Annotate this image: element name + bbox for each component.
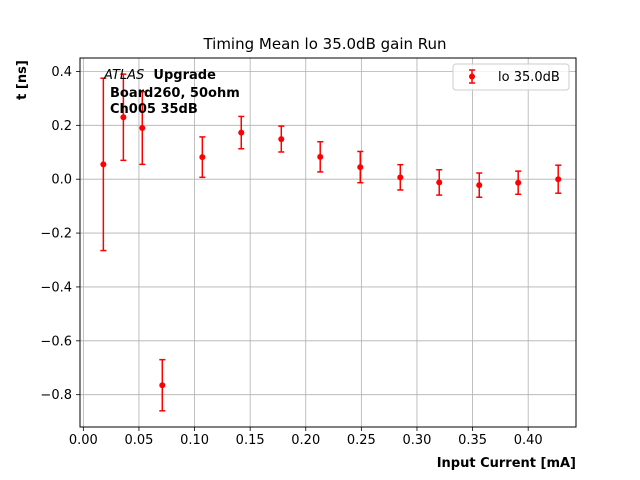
- data-point: [476, 172, 483, 199]
- annotation-atlas: ATLAS: [103, 68, 144, 83]
- annotation-channel: Ch005 35dB: [110, 102, 198, 117]
- data-marker: [317, 153, 324, 160]
- data-marker: [238, 129, 245, 136]
- data-point: [278, 125, 285, 153]
- svg-text:ATLAS Upgrade: ATLAS Upgrade: [103, 68, 216, 83]
- y-tick-label: −0.4: [40, 280, 72, 295]
- data-point: [159, 358, 166, 412]
- x-tick-label: 0.30: [402, 433, 431, 448]
- data-marker: [515, 179, 522, 186]
- legend-marker: [469, 69, 475, 84]
- y-tick-label: 0.4: [51, 65, 72, 80]
- grid: [80, 58, 576, 427]
- data-point: [397, 163, 404, 191]
- data-marker: [100, 161, 107, 168]
- data-point: [515, 170, 522, 196]
- data-marker: [120, 114, 127, 121]
- y-tick-label: 0.0: [51, 173, 72, 188]
- data-marker: [139, 125, 146, 132]
- x-tick-label: 0.10: [180, 433, 209, 448]
- data-point: [139, 90, 146, 166]
- y-axis-label: t [ns]: [15, 60, 30, 100]
- data-marker: [159, 382, 166, 389]
- x-tick-label: 0.35: [458, 433, 487, 448]
- legend: lo 35.0dB: [452, 63, 570, 91]
- legend-box: [452, 63, 570, 91]
- x-tick-label: 0.15: [236, 433, 265, 448]
- data-marker: [555, 176, 562, 183]
- x-tick-label: 0.25: [347, 433, 376, 448]
- data-point: [199, 136, 206, 179]
- data-marker: [476, 182, 483, 189]
- data-marker: [199, 154, 206, 161]
- data-point: [317, 141, 324, 173]
- chart-title: Timing Mean lo 35.0dB gain Run: [202, 35, 446, 53]
- data-series: [100, 73, 562, 412]
- x-tick-label: 0.05: [124, 433, 153, 448]
- legend-label: lo 35.0dB: [498, 70, 560, 85]
- data-marker: [357, 164, 364, 171]
- atlas-annotation: ATLAS Upgrade Board260, 50ohm Ch005 35dB: [103, 68, 240, 117]
- data-point: [120, 73, 127, 162]
- x-tick-label: 0.00: [69, 433, 98, 448]
- x-tick-label: 0.40: [514, 433, 543, 448]
- data-point: [100, 77, 107, 252]
- data-point: [555, 164, 562, 194]
- x-tick-label: 0.20: [291, 433, 320, 448]
- data-point: [238, 115, 245, 150]
- data-marker: [278, 136, 285, 143]
- y-tick-label: 0.2: [51, 119, 72, 134]
- x-axis-label: Input Current [mA]: [437, 456, 576, 471]
- data-point: [357, 150, 364, 184]
- y-tick-label: −0.8: [40, 388, 72, 403]
- data-point: [436, 169, 443, 196]
- annotation-upgrade: Upgrade: [153, 68, 216, 83]
- annotation-board: Board260, 50ohm: [110, 86, 240, 101]
- ticks: 0.00 0.05 0.10 0.15 0.20 0.25 0.30 0.35 0.40 0.4 0…: [40, 65, 542, 448]
- y-tick-label: −0.2: [40, 227, 72, 242]
- data-marker: [397, 174, 404, 181]
- plot-frame: [79, 57, 577, 428]
- y-tick-label: −0.6: [40, 334, 72, 349]
- data-marker: [436, 179, 443, 186]
